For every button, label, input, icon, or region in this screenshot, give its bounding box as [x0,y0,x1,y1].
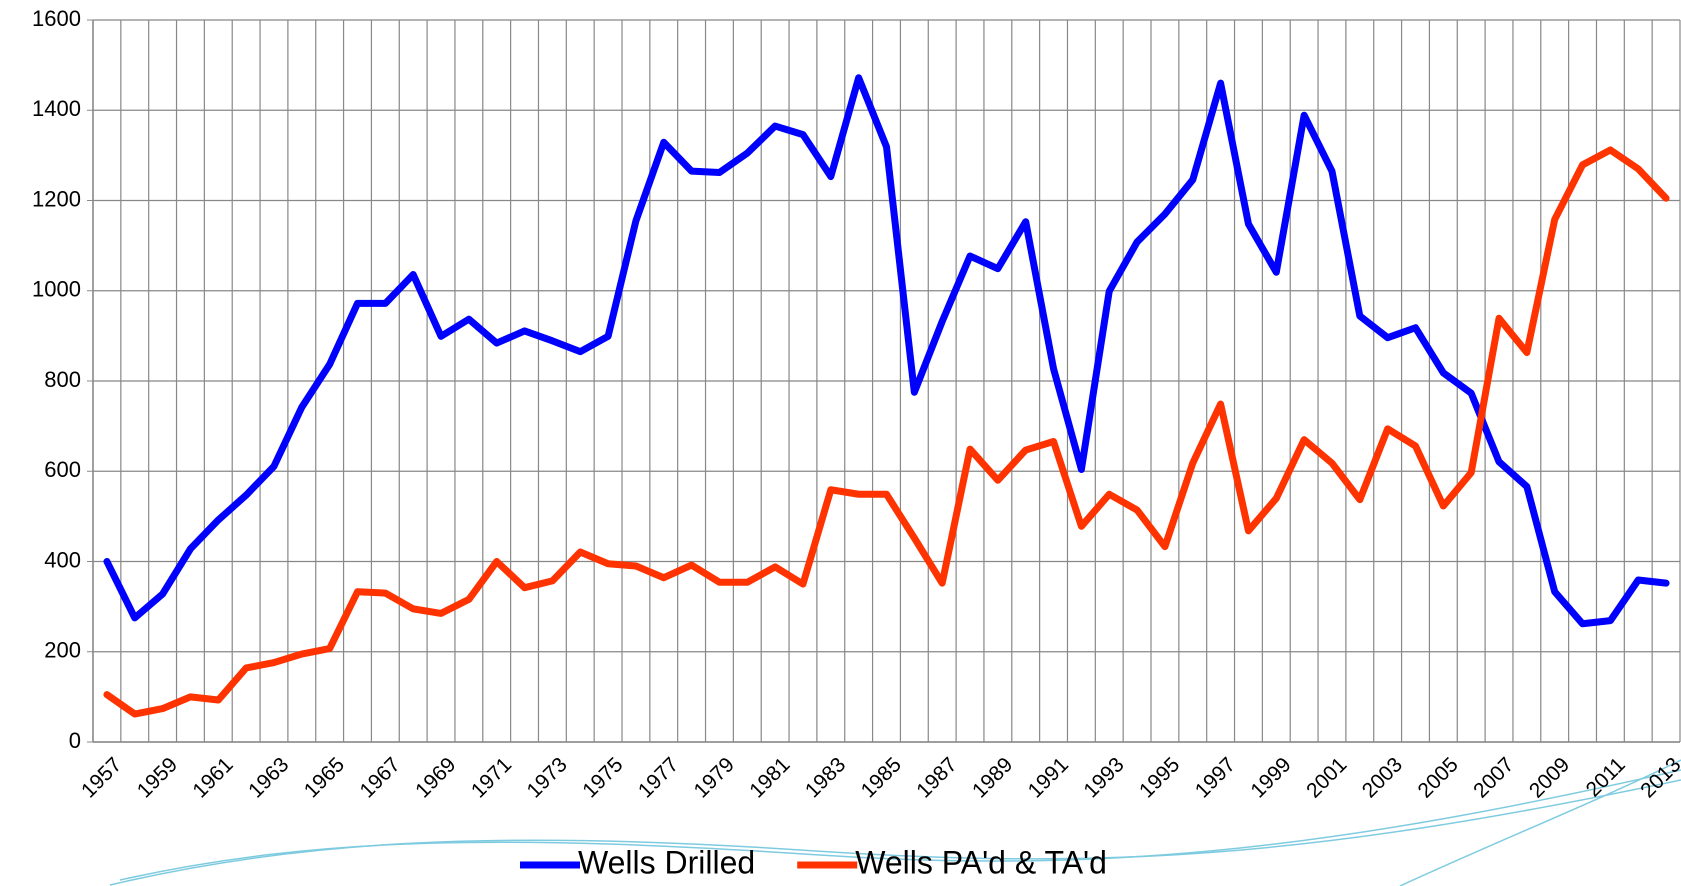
x-tick-label: 1969 [411,753,460,802]
x-tick-label: 1957 [77,753,126,802]
x-tick-label: 2007 [1469,753,1518,802]
y-tick-label: 600 [44,457,81,482]
x-tick-label: 1973 [523,753,572,802]
x-tick-label: 2003 [1358,753,1407,802]
y-tick-label: 1600 [32,6,81,31]
line-series [103,146,1670,718]
x-tick-label: 1961 [188,753,237,802]
x-tick-label: 1995 [1135,753,1184,802]
x-tick-label: 1991 [1024,753,1073,802]
y-tick-label: 1000 [32,277,81,302]
x-tick-label: 1965 [300,753,349,802]
x-tick-label: 1999 [1246,753,1295,802]
x-tick-label: 1985 [857,753,906,802]
x-tick-label: 1977 [634,753,683,802]
x-tick-label: 1979 [690,753,739,802]
y-tick-label: 1400 [32,96,81,121]
x-tick-label: 1993 [1079,753,1128,802]
y-tick-label: 400 [44,547,81,572]
x-tick-label: 1959 [133,753,182,802]
y-tick-label: 1200 [32,186,81,211]
x-tick-label: 2011 [1582,753,1630,801]
x-tick-label: 1975 [578,753,627,802]
x-tick-label: 1963 [244,753,293,802]
legend-label: Wells Drilled [578,844,755,880]
x-tick-label: 1971 [467,753,516,802]
x-tick-label: 1989 [968,753,1017,802]
x-tick-label: 2001 [1302,753,1351,802]
x-tick-label: 1987 [912,753,961,802]
x-tick-label: 1967 [355,753,404,802]
x-tick-label: 1983 [801,753,850,802]
y-tick-label: 800 [44,367,81,392]
legend-label: Wells PA'd & TA'd [855,844,1107,880]
y-tick-label: 200 [44,638,81,663]
x-tick-label: 1981 [745,753,794,802]
line-series [103,74,1670,628]
x-tick-label: 2005 [1413,753,1462,802]
decoration [109,759,1681,886]
x-tick-label: 1997 [1191,753,1240,802]
y-tick-label: 0 [69,728,81,753]
